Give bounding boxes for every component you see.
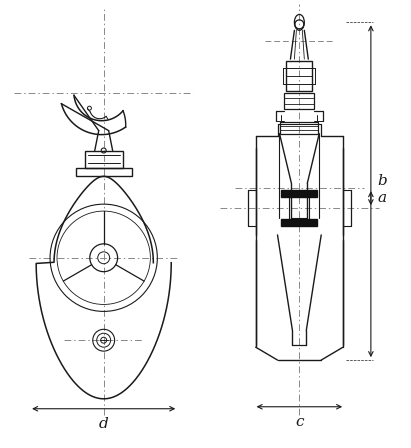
Text: a: a [378, 191, 387, 205]
Text: d: d [99, 417, 109, 431]
Text: c: c [295, 415, 304, 429]
Text: b: b [378, 174, 388, 188]
Bar [286, 61, 312, 91]
Bar [282, 190, 317, 197]
Bar [284, 93, 314, 109]
Bar [282, 219, 317, 226]
Bar [85, 151, 122, 168]
Bar [280, 122, 318, 134]
Bar [76, 168, 132, 177]
